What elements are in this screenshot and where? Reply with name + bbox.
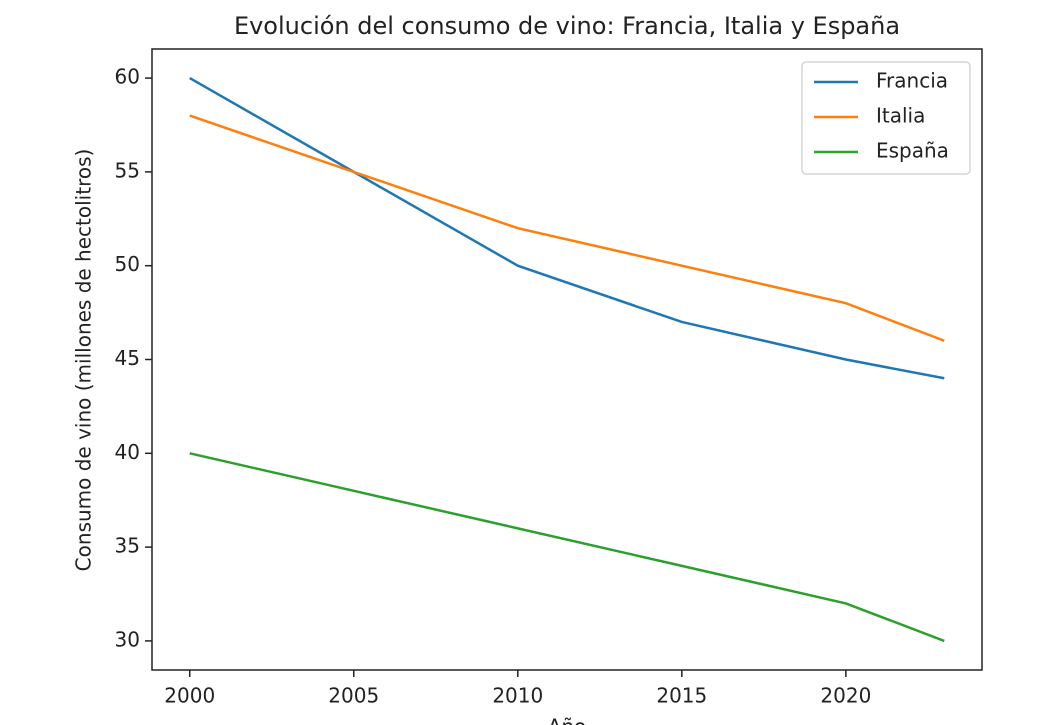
legend-label: Francia [876,69,948,93]
x-tick-label: 2000 [164,684,215,708]
x-tick-label: 2005 [328,684,379,708]
line-series [189,76,945,380]
y-tick-label: 40 [115,440,140,464]
x-tick-label: 2015 [656,684,707,708]
y-axis-label: Consumo de vino (millones de hectolitros… [72,149,96,572]
y-tick-label: 50 [115,252,140,276]
y-tick-label: 55 [115,158,140,182]
line-series [189,114,945,342]
line-series [189,452,945,643]
x-tick-label: 2010 [492,684,543,708]
plot-frame [151,48,983,671]
y-tick-label: 35 [115,534,140,558]
legend-label: Italia [876,104,925,128]
y-tick-label: 45 [115,346,140,370]
x-axis-label: Año [548,715,587,725]
chart-title: Evolución del consumo de vino: Francia, … [234,12,900,40]
legend-label: España [876,139,949,163]
x-tick-label: 2020 [820,684,871,708]
legend-box [801,61,971,175]
y-tick-label: 60 [115,65,140,89]
y-tick-label: 30 [115,627,140,651]
